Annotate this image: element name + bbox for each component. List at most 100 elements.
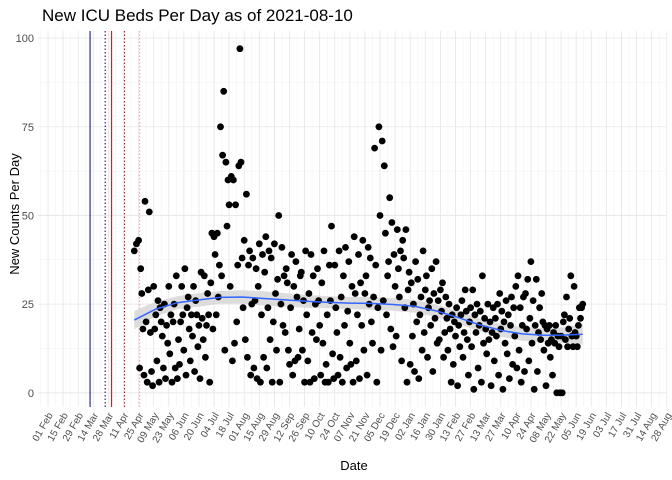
data-point (406, 361, 414, 368)
data-point (271, 240, 278, 248)
data-point (265, 247, 273, 255)
data-point (498, 307, 506, 315)
data-point (346, 339, 354, 347)
data-point (412, 258, 419, 265)
data-point (329, 350, 336, 358)
data-point (323, 311, 331, 319)
data-point (352, 357, 360, 365)
data-point (305, 290, 313, 297)
data-point (496, 290, 504, 297)
data-point (158, 332, 166, 340)
data-point (362, 272, 370, 280)
data-point (207, 279, 215, 287)
data-point (501, 339, 509, 347)
data-point (399, 236, 407, 244)
data-point (326, 261, 333, 269)
data-point (288, 251, 295, 258)
confidence-band-area (134, 290, 583, 345)
data-point (247, 371, 255, 379)
data-point (137, 265, 145, 273)
data-point (472, 329, 480, 336)
data-point (564, 343, 571, 351)
data-point (395, 265, 402, 273)
data-point (531, 322, 539, 329)
data-point (223, 222, 231, 230)
data-point (490, 357, 498, 365)
data-point (289, 371, 297, 379)
data-point (487, 382, 495, 390)
data-point (378, 137, 386, 145)
data-point (315, 297, 322, 304)
data-point (483, 350, 491, 358)
vertical-markers (89, 31, 141, 407)
data-point (418, 346, 426, 354)
data-point (219, 151, 227, 159)
data-point (140, 371, 148, 379)
data-point (264, 304, 272, 312)
data-point (360, 346, 368, 354)
data-point (269, 318, 277, 326)
data-point (474, 364, 482, 372)
data-point (481, 314, 488, 322)
data-point (458, 297, 466, 304)
data-point (473, 300, 481, 308)
data-point (409, 332, 416, 340)
data-point (372, 261, 380, 269)
data-point (382, 229, 389, 237)
data-point (206, 378, 214, 386)
data-point (130, 247, 138, 255)
data-point (494, 300, 501, 308)
data-point (195, 322, 203, 329)
data-point (279, 322, 287, 329)
data-point (510, 304, 518, 312)
data-point (310, 375, 318, 382)
data-point (345, 258, 353, 265)
data-point (577, 314, 584, 322)
data-point (495, 371, 502, 379)
data-point (299, 346, 306, 354)
data-point (407, 279, 415, 287)
data-point (180, 346, 188, 354)
data-point (290, 283, 298, 290)
data-point (304, 357, 312, 365)
data-point (525, 357, 533, 365)
data-point (263, 364, 271, 372)
data-point (278, 244, 286, 251)
data-point (338, 378, 346, 386)
data-point (356, 375, 363, 382)
data-point (441, 329, 449, 336)
data-point (397, 247, 404, 255)
data-point (313, 336, 320, 343)
data-point (341, 322, 348, 329)
data-point (534, 368, 541, 375)
data-point (181, 265, 189, 273)
data-point (454, 382, 461, 390)
data-point (355, 251, 362, 258)
data-point (384, 272, 391, 280)
data-point (552, 322, 560, 329)
data-point (538, 290, 546, 297)
data-point (524, 275, 532, 283)
data-point (503, 350, 511, 358)
data-point (232, 201, 240, 209)
data-point (463, 336, 471, 343)
data-point (149, 382, 157, 390)
major-gridlines (38, 31, 668, 407)
data-point (272, 290, 279, 297)
data-point (274, 275, 281, 283)
data-point (204, 290, 212, 297)
data-point (565, 325, 573, 333)
data-point (516, 304, 524, 312)
data-point (545, 322, 553, 329)
data-point (249, 254, 257, 262)
data-point (320, 247, 328, 255)
data-point (211, 251, 219, 258)
data-point (203, 322, 210, 329)
data-point (182, 371, 190, 379)
data-point (468, 343, 475, 351)
data-point (446, 325, 454, 333)
data-point (322, 361, 330, 368)
data-point (513, 364, 521, 372)
data-point (396, 293, 403, 301)
data-point (177, 318, 185, 326)
